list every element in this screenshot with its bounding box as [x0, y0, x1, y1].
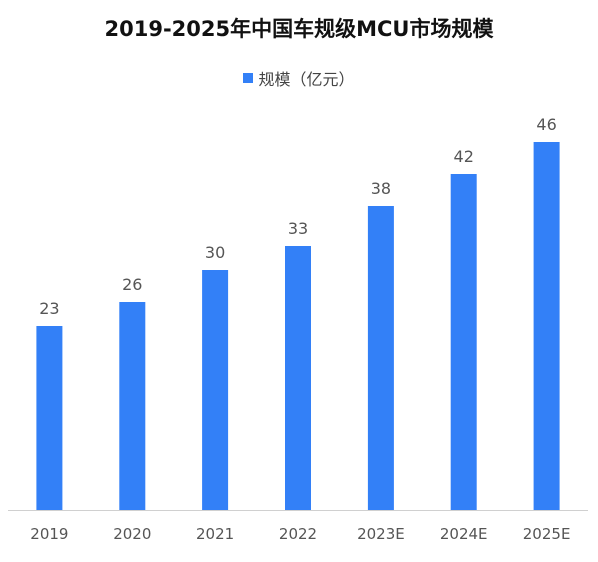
bar-2024E	[450, 174, 477, 510]
data-label-2025E: 46	[536, 115, 556, 134]
bar-2025E	[533, 142, 560, 510]
bar-2021	[202, 270, 229, 510]
x-tick-label-2021: 2021	[196, 525, 234, 543]
x-tick-label-2025E: 2025E	[523, 525, 571, 543]
data-label-2024E: 42	[454, 147, 474, 166]
bar-2019	[36, 326, 63, 510]
bar-2020	[119, 302, 146, 510]
data-label-2020: 26	[122, 275, 142, 294]
bar-2022	[285, 246, 311, 510]
x-tick-label-2019: 2019	[30, 525, 68, 543]
bar-2023E	[367, 206, 394, 510]
data-label-2022: 33	[288, 219, 308, 238]
data-label-2019: 23	[39, 299, 59, 318]
chart-title: 2019-2025年中国车规级MCU市场规模	[104, 17, 494, 41]
x-tick-label-2022: 2022	[279, 525, 317, 543]
data-label-2021: 30	[205, 243, 225, 262]
data-label-2023E: 38	[371, 179, 391, 198]
legend-label: 规模（亿元）	[258, 70, 355, 89]
legend: 规模（亿元）	[0, 66, 598, 90]
x-tick-label-2023E: 2023E	[357, 525, 405, 543]
x-tick-label-2020: 2020	[113, 525, 151, 543]
x-tick-label-2024E: 2024E	[440, 525, 488, 543]
legend-swatch	[243, 73, 254, 83]
